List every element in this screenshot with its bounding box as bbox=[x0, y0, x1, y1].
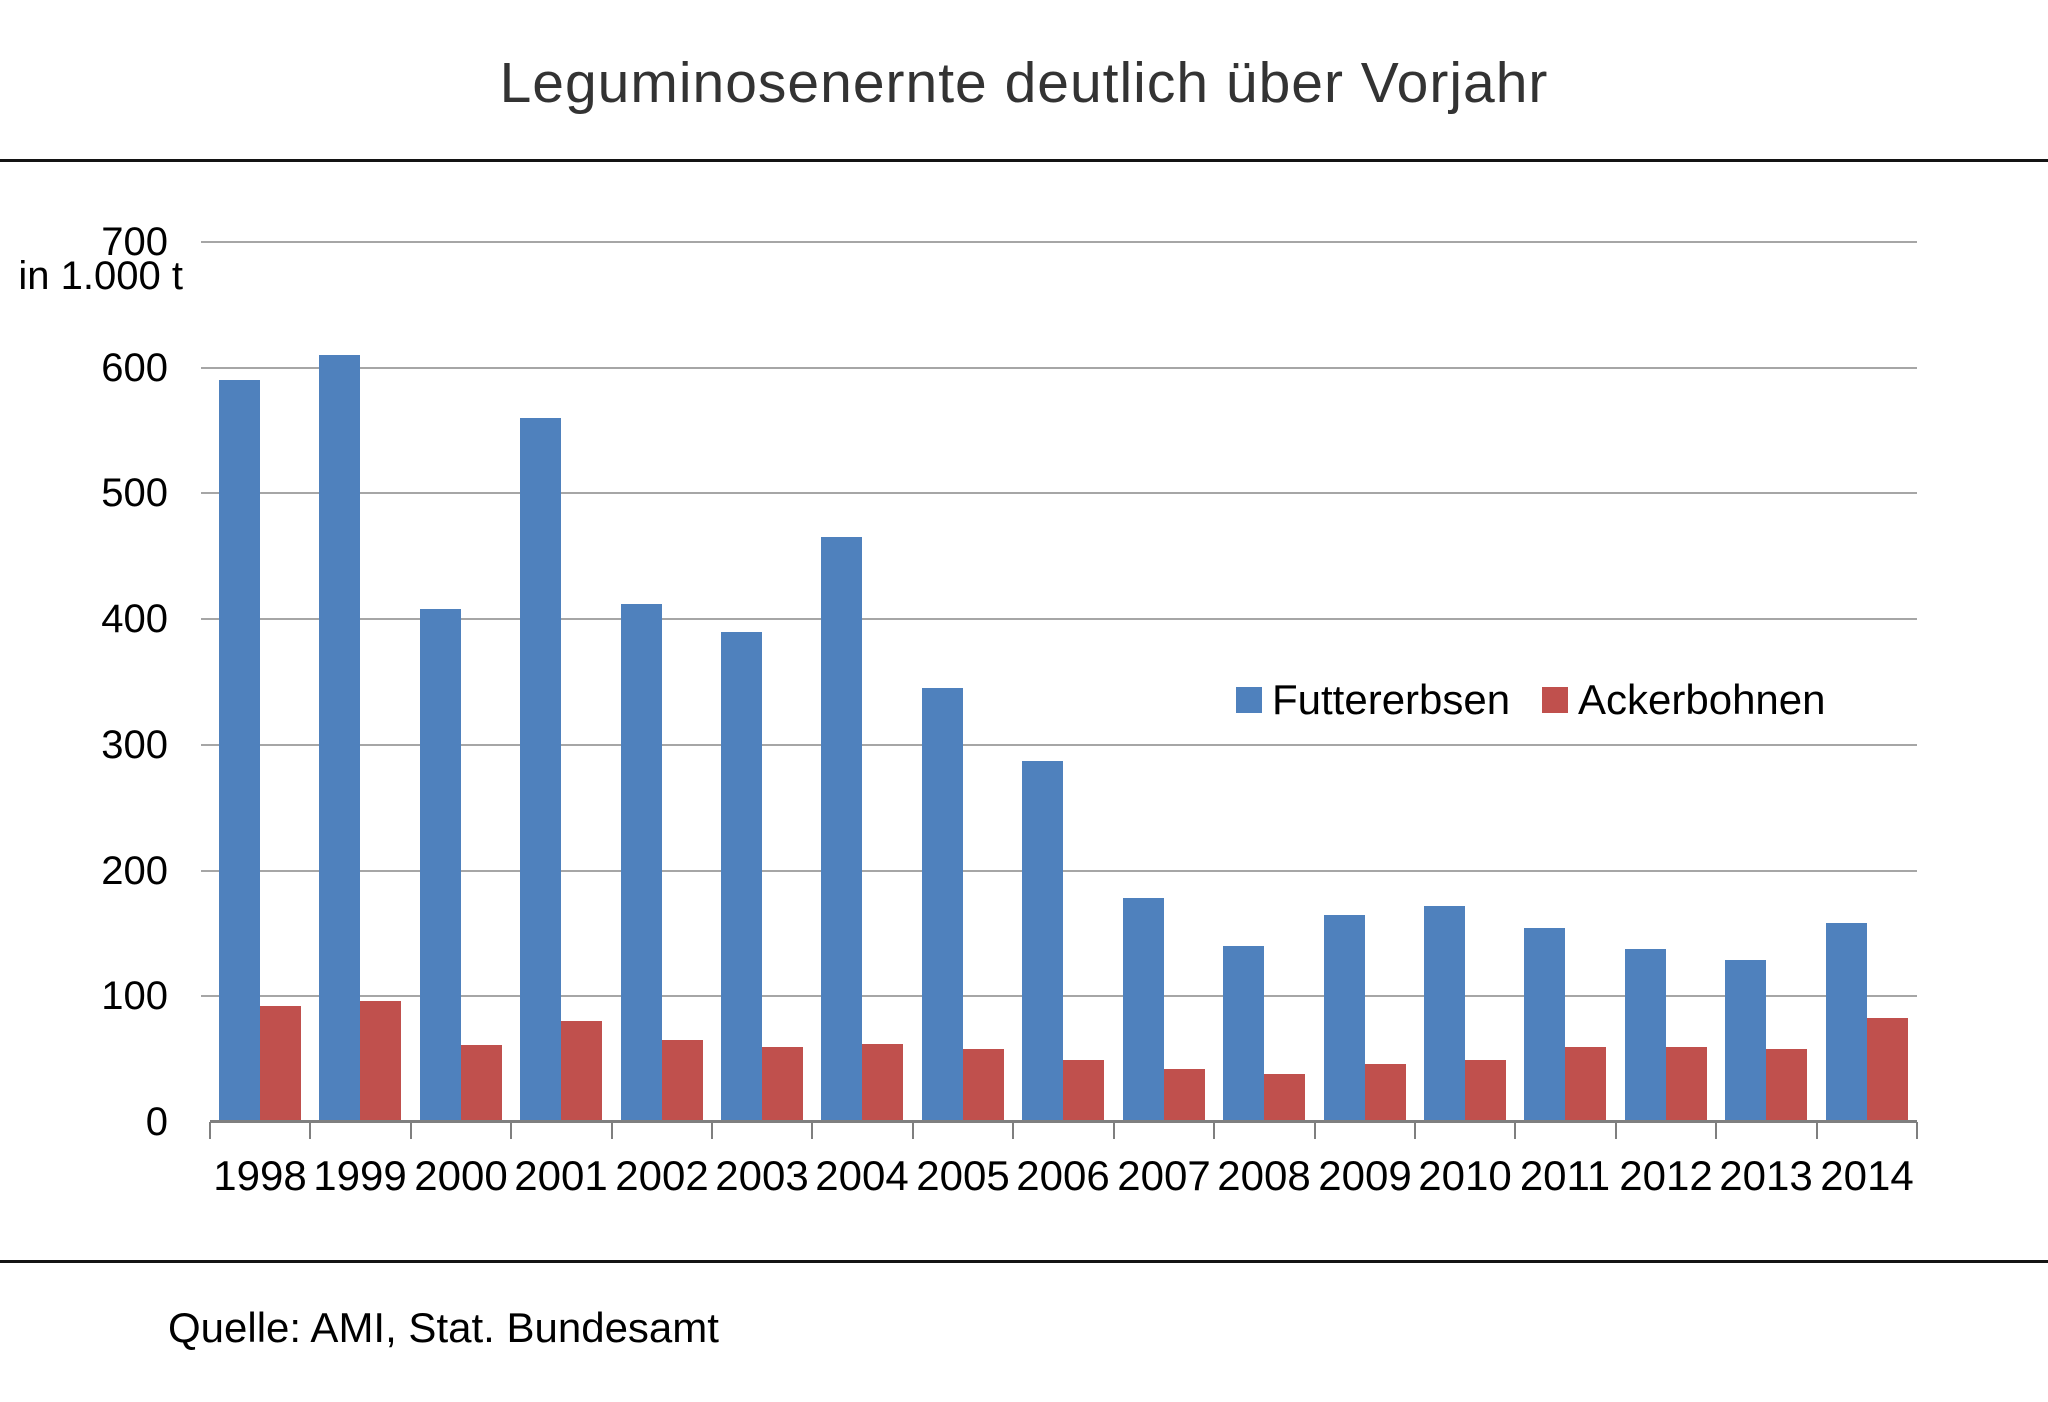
bar-futtererbsen-2012 bbox=[1625, 949, 1666, 1122]
x-tick-label-2005: 2005 bbox=[916, 1152, 1010, 1199]
x-tick-label-2007: 2007 bbox=[1117, 1152, 1211, 1199]
x-axis-tick bbox=[410, 1122, 412, 1139]
y-tick-label-700: 700 bbox=[101, 220, 168, 264]
x-axis-tick bbox=[1514, 1122, 1516, 1139]
x-axis-tick bbox=[1916, 1122, 1918, 1139]
x-tick-label-2009: 2009 bbox=[1318, 1152, 1412, 1199]
y-tick-label-400: 400 bbox=[101, 597, 168, 641]
bar-futtererbsen-2008 bbox=[1223, 946, 1264, 1122]
y-tick-label-200: 200 bbox=[101, 849, 168, 893]
bar-futtererbsen-1999 bbox=[319, 355, 360, 1122]
x-tick-label-2000: 2000 bbox=[414, 1152, 508, 1199]
bar-ackerbohnen-2008 bbox=[1264, 1074, 1305, 1122]
legend-label-ackerbohnen: Ackerbohnen bbox=[1578, 676, 1826, 723]
y-tick-label-0: 0 bbox=[145, 1100, 168, 1144]
x-tick-label-2003: 2003 bbox=[715, 1152, 809, 1199]
bottom-divider-line bbox=[0, 1260, 2048, 1263]
y-tick-label-600: 600 bbox=[101, 346, 168, 390]
x-axis-tick bbox=[1715, 1122, 1717, 1139]
gridline-400 bbox=[201, 618, 1917, 620]
bar-ackerbohnen-2006 bbox=[1063, 1060, 1104, 1122]
gridline-700 bbox=[201, 241, 1917, 243]
bar-ackerbohnen-2014 bbox=[1867, 1018, 1908, 1122]
bar-futtererbsen-2006 bbox=[1022, 761, 1063, 1122]
bar-ackerbohnen-1998 bbox=[260, 1006, 301, 1122]
x-tick-label-2001: 2001 bbox=[514, 1152, 608, 1199]
legend-swatch-futtererbsen bbox=[1236, 687, 1262, 713]
top-divider-line bbox=[0, 159, 2048, 162]
bar-ackerbohnen-2000 bbox=[461, 1045, 502, 1122]
bar-ackerbohnen-2007 bbox=[1164, 1069, 1205, 1122]
bar-futtererbsen-2005 bbox=[922, 688, 963, 1122]
x-axis-tick bbox=[209, 1122, 211, 1139]
bar-ackerbohnen-2010 bbox=[1465, 1060, 1506, 1122]
chart-title: Leguminosenernte deutlich über Vorjahr bbox=[499, 51, 1549, 115]
x-axis-tick bbox=[611, 1122, 613, 1139]
x-axis-tick bbox=[1414, 1122, 1416, 1139]
legend-swatch-ackerbohnen bbox=[1542, 687, 1568, 713]
x-axis-tick bbox=[1012, 1122, 1014, 1139]
x-axis-tick bbox=[1113, 1122, 1115, 1139]
y-tick-label-300: 300 bbox=[101, 723, 168, 767]
x-tick-label-2014: 2014 bbox=[1820, 1152, 1914, 1199]
bar-futtererbsen-2009 bbox=[1324, 915, 1365, 1122]
gridline-600 bbox=[201, 367, 1917, 369]
x-tick-label-2002: 2002 bbox=[615, 1152, 709, 1199]
source-note: Quelle: AMI, Stat. Bundesamt bbox=[168, 1304, 719, 1351]
x-tick-label-2008: 2008 bbox=[1217, 1152, 1311, 1199]
legend-label-futtererbsen: Futtererbsen bbox=[1272, 676, 1511, 723]
x-axis-tick bbox=[912, 1122, 914, 1139]
bar-futtererbsen-2011 bbox=[1524, 928, 1565, 1122]
x-axis-tick bbox=[1615, 1122, 1617, 1139]
x-axis-tick bbox=[711, 1122, 713, 1139]
x-tick-label-2013: 2013 bbox=[1719, 1152, 1813, 1199]
x-axis-line bbox=[210, 1120, 1917, 1123]
bar-ackerbohnen-2011 bbox=[1565, 1047, 1606, 1122]
bar-ackerbohnen-2012 bbox=[1666, 1047, 1707, 1122]
bar-futtererbsen-2001 bbox=[520, 418, 561, 1122]
bar-futtererbsen-2000 bbox=[420, 609, 461, 1122]
bar-futtererbsen-2013 bbox=[1725, 960, 1766, 1122]
bar-ackerbohnen-2013 bbox=[1766, 1049, 1807, 1122]
x-tick-label-1999: 1999 bbox=[313, 1152, 407, 1199]
bar-ackerbohnen-2001 bbox=[561, 1021, 602, 1122]
x-tick-label-2010: 2010 bbox=[1418, 1152, 1512, 1199]
bar-ackerbohnen-2003 bbox=[762, 1047, 803, 1122]
bar-ackerbohnen-2009 bbox=[1365, 1064, 1406, 1122]
bar-ackerbohnen-2005 bbox=[963, 1049, 1004, 1122]
gridline-300 bbox=[201, 744, 1917, 746]
y-axis-unit-label: in 1.000 t bbox=[18, 254, 183, 298]
bar-futtererbsen-2004 bbox=[821, 537, 862, 1122]
bar-futtererbsen-2003 bbox=[721, 632, 762, 1122]
bar-futtererbsen-2007 bbox=[1123, 898, 1164, 1122]
x-axis-tick bbox=[309, 1122, 311, 1139]
x-tick-label-1998: 1998 bbox=[213, 1152, 307, 1199]
bar-futtererbsen-2010 bbox=[1424, 906, 1465, 1122]
bar-ackerbohnen-2002 bbox=[662, 1040, 703, 1122]
x-axis-tick bbox=[1213, 1122, 1215, 1139]
bar-ackerbohnen-2004 bbox=[862, 1044, 903, 1122]
x-axis-tick bbox=[1816, 1122, 1818, 1139]
x-axis-tick bbox=[1314, 1122, 1316, 1139]
bar-ackerbohnen-1999 bbox=[360, 1001, 401, 1122]
gridline-500 bbox=[201, 492, 1917, 494]
x-tick-label-2004: 2004 bbox=[815, 1152, 909, 1199]
bar-futtererbsen-2014 bbox=[1826, 923, 1867, 1122]
x-tick-label-2012: 2012 bbox=[1619, 1152, 1713, 1199]
x-tick-label-2006: 2006 bbox=[1016, 1152, 1110, 1199]
bar-futtererbsen-2002 bbox=[621, 604, 662, 1122]
y-tick-label-500: 500 bbox=[101, 471, 168, 515]
x-axis-tick bbox=[510, 1122, 512, 1139]
x-tick-label-2011: 2011 bbox=[1519, 1152, 1611, 1199]
y-tick-label-100: 100 bbox=[101, 974, 168, 1018]
x-axis-tick bbox=[811, 1122, 813, 1139]
bar-futtererbsen-1998 bbox=[219, 380, 260, 1122]
